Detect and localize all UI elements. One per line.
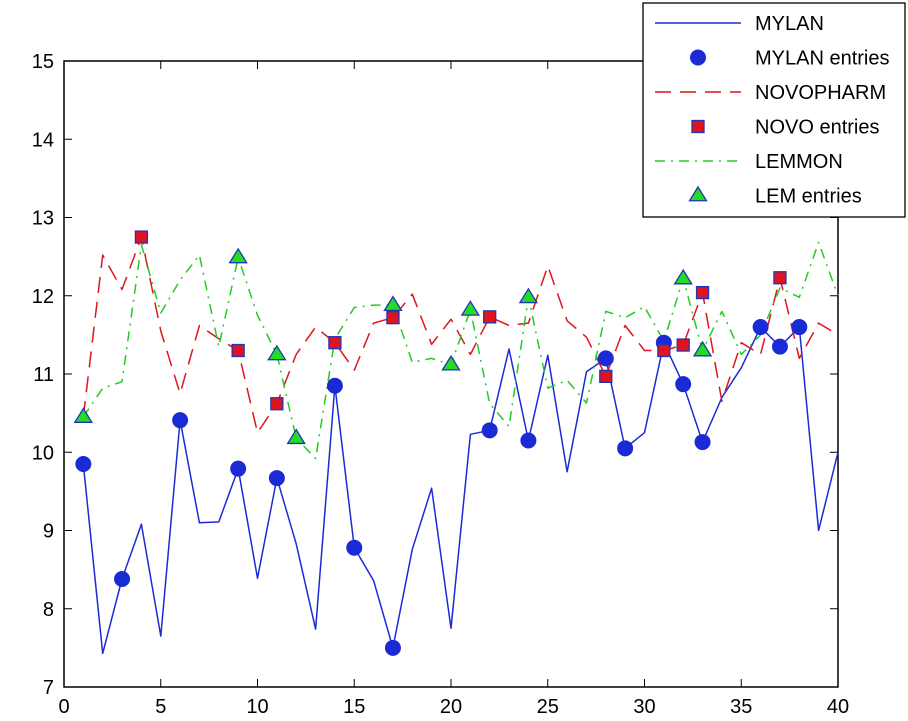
x-tick-label: 40 (827, 696, 849, 718)
novo-entries-marker (231, 343, 245, 358)
y-tick-label: 11 (33, 364, 54, 386)
series-markers (73, 230, 808, 656)
series-line-lemmon (82, 241, 839, 460)
mylan-entries-marker (694, 434, 711, 451)
novo-entries-marker (134, 230, 149, 244)
y-tick-label: 15 (32, 51, 54, 73)
legend-label-novo-entries: NOVO entries (755, 117, 879, 139)
legend-label-lemmon: LEMMON (755, 151, 843, 173)
mylan-entries-marker (771, 338, 788, 355)
series-lines (82, 236, 839, 655)
y-tick-label: 7 (43, 677, 54, 699)
legend-swatch-mylan-entries (690, 49, 706, 66)
mylan-entries-marker (172, 412, 189, 429)
legend: MYLAN MYLAN entries NOVOPHARM NOVO entries L… (642, 2, 906, 218)
mylan-entries-marker (230, 460, 247, 477)
novo-entries-marker (676, 338, 690, 352)
legend-label-mylan: MYLAN (755, 13, 824, 35)
legend-label-lem-entries: LEM entries (755, 186, 862, 208)
y-tick-label: 10 (32, 442, 54, 464)
y-tick-label: 13 (32, 208, 54, 230)
lem-entries-marker (383, 295, 403, 312)
x-tick-label: 35 (730, 696, 752, 718)
novo-entries-marker (270, 397, 284, 411)
x-tick-label: 0 (58, 696, 69, 718)
mylan-entries-marker (520, 432, 537, 449)
novo-entries-marker (483, 310, 497, 324)
lem-entries-marker (460, 300, 481, 316)
x-tick-label: 10 (246, 696, 268, 718)
lem-entries-marker (518, 287, 539, 304)
novo-entries-marker (386, 311, 400, 325)
lem-entries-marker (441, 354, 461, 371)
y-tick-label: 8 (43, 599, 54, 621)
legend-label-mylan-entries: MYLAN entries (755, 48, 890, 70)
mylan-entries-marker (268, 470, 285, 487)
legend-box (642, 2, 906, 218)
mylan-entries-marker (791, 319, 808, 336)
legend-swatch-lem-entries (688, 185, 708, 202)
novo-entries-marker (695, 285, 710, 300)
mylan-entries-marker (346, 539, 363, 556)
novo-entries-marker (328, 336, 342, 350)
lem-entries-marker (267, 344, 287, 361)
mylan-entries-marker (675, 376, 692, 393)
mylan-entries-marker (75, 455, 92, 472)
lem-entries-marker (673, 268, 693, 285)
mylan-entries-marker (384, 639, 401, 656)
novo-entries-marker (599, 369, 613, 383)
mylan-entries-marker (752, 319, 769, 336)
y-tick-label: 12 (32, 286, 54, 308)
lem-entries-marker (228, 247, 248, 264)
x-tick-label: 25 (537, 696, 559, 718)
mylan-entries-marker (617, 440, 634, 457)
x-tick-label: 20 (440, 696, 462, 718)
y-tick-label: 14 (32, 129, 54, 151)
mylan-entries-marker (481, 422, 498, 439)
series-line-mylan (82, 326, 839, 655)
novo-entries-marker (657, 343, 671, 358)
mylan-entries-marker (597, 350, 614, 367)
x-tick-label: 5 (155, 696, 166, 718)
lem-entries-marker (73, 407, 94, 423)
lem-entries-marker (692, 340, 713, 357)
lem-entries-marker (286, 428, 306, 445)
x-tick-label: 15 (343, 696, 365, 718)
y-tick-label: 9 (43, 521, 54, 543)
legend-swatch-novo-entries (691, 119, 705, 134)
legend-label-novopharm: NOVOPHARM (755, 82, 886, 104)
novo-entries-marker (773, 271, 787, 285)
mylan-entries-marker (114, 571, 131, 588)
mylan-entries-marker (326, 377, 343, 394)
x-tick-label: 30 (633, 696, 655, 718)
